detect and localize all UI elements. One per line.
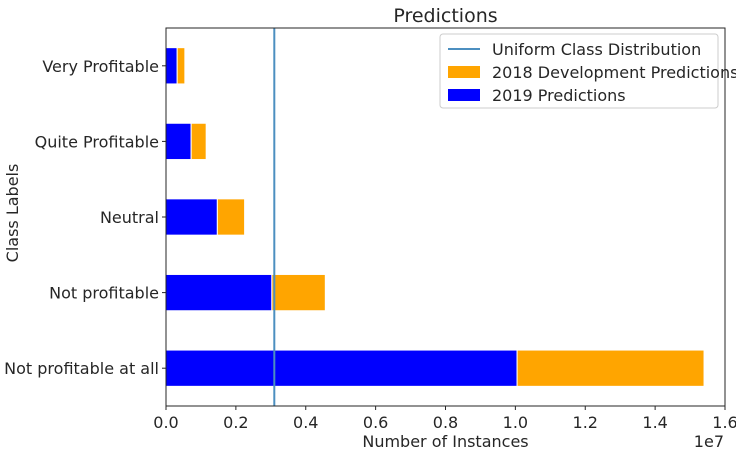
x-tick-label: 1.6 <box>712 413 736 432</box>
bar-series-2018-0 <box>516 349 705 387</box>
y-tick-label: Quite Profitable <box>35 132 159 151</box>
legend: Uniform Class Distribution 2018 Developme… <box>439 33 736 109</box>
legend-entry-label: 2018 Development Predictions <box>492 63 736 82</box>
y-tick-label: Neutral <box>100 208 159 227</box>
x-tick-label: 0.0 <box>153 413 178 432</box>
y-axis-label: Class Labels <box>3 164 22 263</box>
legend-entry-label: 2019 Predictions <box>492 86 626 105</box>
bar-series-2019-2 <box>165 198 218 236</box>
bar-series-2018-3 <box>190 122 207 161</box>
y-tick-label: Not profitable at all <box>4 359 159 378</box>
y-tick-label: Very Profitable <box>42 57 159 76</box>
bar-series-2018-4 <box>176 47 186 85</box>
legend-entry-label: Uniform Class Distribution <box>492 40 701 59</box>
x-tick-label: 0.8 <box>433 413 458 432</box>
bar-series-2019-4 <box>165 47 178 85</box>
legend-box <box>439 33 719 109</box>
x-tick-label: 0.4 <box>293 413 318 432</box>
bar-series-2019-3 <box>165 122 192 161</box>
axis-labels-layer: Predictions Number of Instances Class La… <box>3 5 724 451</box>
legend-handle-2018 <box>448 66 480 78</box>
bar-series-2019-1 <box>165 273 273 312</box>
bar-series-2018-1 <box>271 273 326 312</box>
x-tick-label: 1.4 <box>642 413 667 432</box>
y-tick-label: Not profitable <box>49 284 159 303</box>
x-tick-label: 1.2 <box>573 413 598 432</box>
x-tick-label: 0.6 <box>363 413 388 432</box>
legend-handle-2019 <box>448 89 480 101</box>
x-tick-label: 1.0 <box>503 413 528 432</box>
ticks-layer: 0.0 0.2 0.4 0.6 0.8 1.0 1.2 1.4 1.6 Not profitabl… <box>4 57 736 432</box>
chart-title: Predictions <box>393 5 497 27</box>
x-tick-label: 0.2 <box>223 413 248 432</box>
bars-layer <box>165 47 705 387</box>
x-axis-offset-label: 1e7 <box>694 432 724 451</box>
x-axis-label: Number of Instances <box>362 432 528 451</box>
bar-series-2018-2 <box>216 198 246 236</box>
bar-series-2019-0 <box>165 349 518 387</box>
